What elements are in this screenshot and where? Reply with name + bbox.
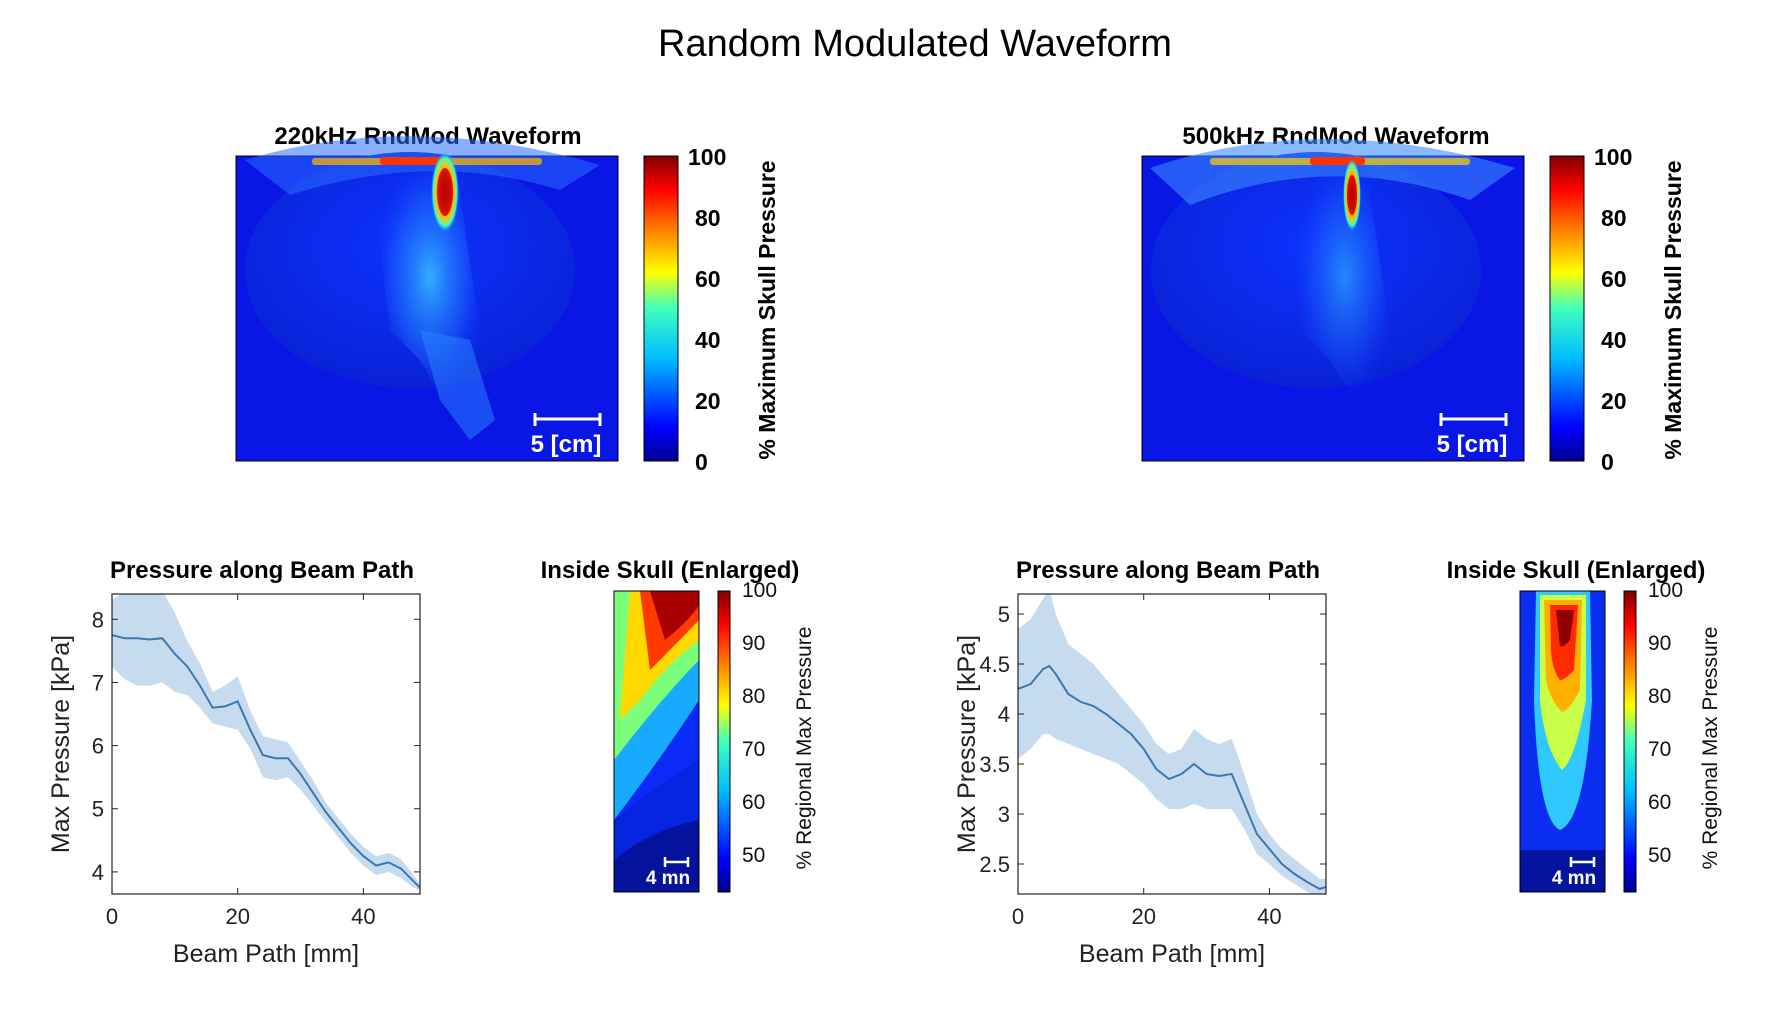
enlarged-cbar-label-220khz: % Regional Max Pressure: [793, 627, 816, 870]
cbar-tick: 100: [688, 144, 726, 170]
enlarged-colorbar-220khz: 100 90 80 70 60 50 % Regional Max Pressu…: [717, 579, 816, 893]
cbar-tick: 0: [695, 449, 708, 475]
enlarged-scale-label-500khz: 4 mn: [1552, 868, 1596, 889]
cbar-tick: 0: [1601, 449, 1614, 475]
x-tick-label: 20: [1131, 904, 1155, 929]
cbar-tick: 60: [742, 791, 765, 814]
confidence-band: [112, 594, 420, 891]
chart-title: Pressure along Beam Path: [1016, 557, 1320, 584]
y-tick-label: 4.5: [979, 652, 1010, 677]
y-tick-label: 3: [998, 802, 1010, 827]
cbar-tick: 60: [1648, 791, 1671, 814]
mean-line: [1018, 664, 1326, 891]
colorbar-500khz: 100 80 60 40 20 0 % Maximum Skull Pressu…: [1549, 144, 1686, 475]
scale-bar-500khz: 5 [cm]: [1437, 413, 1508, 458]
cbar-label-220khz: % Maximum Skull Pressure: [754, 160, 780, 459]
x-tick-label: 0: [1012, 904, 1024, 929]
y-tick-label: 5: [92, 797, 104, 822]
scale-label-220khz: 5 [cm]: [531, 431, 602, 458]
enlarged-map-220khz: 4 mn: [613, 590, 700, 893]
cbar-tick: 50: [742, 844, 765, 867]
cbar-tick: 80: [695, 205, 721, 231]
enlarged-title-220khz: Inside Skull (Enlarged): [541, 557, 800, 584]
y-tick-label: 5: [998, 602, 1010, 627]
enlarged-scale-label-220khz: 4 mn: [646, 868, 690, 889]
enlarged-cbar-label-500khz: % Regional Max Pressure: [1699, 627, 1722, 870]
cbar-tick: 20: [695, 388, 721, 414]
x-tick-label: 0: [106, 904, 118, 929]
cbar-tick: 90: [742, 632, 765, 655]
cbar-tick: 20: [1601, 388, 1627, 414]
cbar-tick: 60: [695, 266, 721, 292]
axes-box: [111, 593, 421, 895]
enlarged-map-500khz: 4 mn: [1519, 590, 1606, 893]
y-axis-label: Max Pressure [kPa]: [47, 635, 75, 853]
chart-title: Pressure along Beam Path: [110, 557, 414, 584]
x-axis-label: Beam Path [mm]: [1079, 940, 1265, 968]
beam-path-chart-500khz: Pressure along Beam Path 0 20 40 2.5 3 3.5 4 4.5…: [953, 557, 1327, 968]
x-tick-label: 20: [225, 904, 249, 929]
figure-title: Random Modulated Waveform: [658, 23, 1172, 65]
y-tick-label: 8: [92, 607, 104, 632]
scale-label-500khz: 5 [cm]: [1437, 431, 1508, 458]
cbar-tick: 80: [1648, 685, 1671, 708]
scale-bar-220khz: 5 [cm]: [531, 413, 602, 458]
mean-line: [112, 634, 420, 889]
pressure-map-500khz: 5 [cm]: [1141, 139, 1525, 462]
panel-220khz: 220kHz RndMod Waveform 5 [cm] 100 80 60 …: [235, 123, 816, 893]
pressure-map-220khz: 5 [cm]: [235, 136, 619, 462]
y-tick-label: 2.5: [979, 852, 1010, 877]
confidence-band: [1018, 594, 1326, 894]
enlarged-colorbar-500khz: 100 90 80 70 60 50 % Regional Max Pressu…: [1623, 579, 1722, 893]
cbar-tick: 70: [1648, 738, 1671, 761]
cbar-tick: 50: [1648, 844, 1671, 867]
axes-box: [1017, 593, 1327, 895]
cbar-tick: 60: [1601, 266, 1627, 292]
cbar-tick: 80: [1601, 205, 1627, 231]
cbar-tick: 100: [742, 579, 777, 602]
y-tick-label: 6: [92, 734, 104, 759]
cbar-tick: 40: [695, 327, 721, 353]
cbar-tick: 70: [742, 738, 765, 761]
x-tick-label: 40: [1257, 904, 1281, 929]
y-tick-label: 3.5: [979, 752, 1010, 777]
x-tick-label: 40: [351, 904, 375, 929]
cbar-tick: 80: [742, 685, 765, 708]
y-tick-label: 7: [92, 670, 104, 695]
y-tick-label: 4: [92, 860, 104, 885]
x-axis-label: Beam Path [mm]: [173, 940, 359, 968]
cbar-tick: 90: [1648, 632, 1671, 655]
enlarged-title-500khz: Inside Skull (Enlarged): [1447, 557, 1706, 584]
y-axis-label: Max Pressure [kPa]: [953, 635, 981, 853]
enlarged-scale-bar-500khz: 4 mn: [1552, 857, 1596, 889]
cbar-tick: 100: [1594, 144, 1632, 170]
y-tick-label: 4: [998, 702, 1010, 727]
colorbar-220khz: 100 80 60 40 20 0 % Maximum Skull Pressu…: [643, 144, 780, 475]
enlarged-scale-bar-220khz: 4 mn: [646, 857, 690, 889]
cbar-tick: 100: [1648, 579, 1683, 602]
cbar-tick: 40: [1601, 327, 1627, 353]
beam-path-chart-220khz: Pressure along Beam Path 0 20 40 4 5 6 7 8 Beam P…: [47, 557, 421, 968]
panel-500khz: 500kHz RndMod Waveform 5 [cm] 100 80 60 …: [1141, 123, 1722, 893]
cbar-label-500khz: % Maximum Skull Pressure: [1660, 160, 1686, 459]
